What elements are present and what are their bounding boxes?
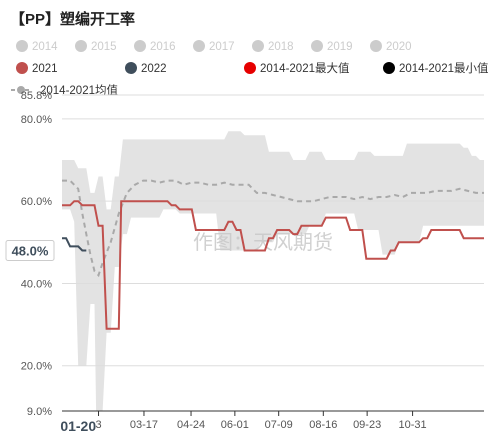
series-lines	[62, 179, 484, 330]
x-tick-label: 09-23	[353, 419, 381, 431]
y-tick-label: 60.0%	[21, 196, 52, 208]
x-tick-label: 08-16	[309, 419, 337, 431]
legend-label-2018[interactable]: 2018	[268, 41, 294, 53]
legend-marker-series_2022[interactable]	[125, 62, 137, 74]
x-tick-label: 06-01	[221, 419, 249, 431]
x-tick-label: 07-09	[265, 419, 293, 431]
y-axis: 85.8% 80.0% 60.0% 40.0% 20.0% 9.0% 48.0%	[5, 90, 55, 418]
legend-label-min[interactable]: 2014-2021最小值	[399, 62, 489, 75]
legend-marker-2014[interactable]	[16, 40, 28, 52]
legend-label-2017[interactable]: 2017	[209, 41, 235, 53]
x-tick-label: 03-17	[130, 419, 158, 431]
x-highlight-label: 01-20	[60, 418, 96, 434]
series-2022-line	[62, 237, 87, 252]
y-tick-label: 85.8%	[21, 90, 52, 102]
legend-label-2019[interactable]: 2019	[327, 41, 353, 53]
legend-label-2015[interactable]: 2015	[91, 41, 117, 53]
legend-marker-2019[interactable]	[311, 40, 323, 52]
y-tick-label: 9.0%	[27, 406, 52, 418]
y-tick-label: 80.0%	[21, 114, 52, 126]
x-tick-label: 10-31	[399, 419, 427, 431]
legend-label-2016[interactable]: 2016	[150, 41, 176, 53]
series-2021-line	[62, 200, 484, 330]
legend-marker-2015[interactable]	[75, 40, 87, 52]
band-area	[62, 131, 484, 411]
current-value-badge	[5, 240, 55, 262]
legend-marker-min[interactable]	[383, 62, 395, 74]
legend-marker-series_2021[interactable]	[16, 62, 28, 74]
min-max-band	[62, 131, 484, 411]
legend-marker-2018[interactable]	[252, 40, 264, 52]
legend-label-2020[interactable]: 2020	[386, 41, 412, 53]
legend: 2014 2015 2016 2017 2018 2019 2020 2021 2022 2014…	[11, 40, 489, 97]
y-tick-label: 40.0%	[21, 278, 52, 290]
legend-label-series_2022[interactable]: 2022	[141, 63, 167, 75]
x-tick-label: 04-24	[177, 419, 205, 431]
legend-label-max[interactable]: 2014-2021最大值	[260, 61, 350, 75]
legend-dot-avg[interactable]	[17, 86, 25, 94]
legend-label-series_2021[interactable]: 2021	[32, 63, 58, 75]
legend-marker-2017[interactable]	[193, 40, 205, 52]
x-tick-label: 3	[95, 419, 101, 431]
legend-marker-2020[interactable]	[370, 40, 382, 52]
chart-title: 【PP】塑编开工率	[10, 11, 136, 28]
current-value-label: 48.0%	[12, 244, 49, 259]
plot-area: 作图：天风期货 85.8% 80.0% 60.0% 40.0% 20.0% 9.0% 48.…	[5, 90, 484, 434]
watermark: 作图：天风期货	[193, 231, 333, 254]
legend-marker-2016[interactable]	[134, 40, 146, 52]
y-tick-label: 20.0%	[21, 361, 52, 373]
legend-marker-max[interactable]	[244, 62, 256, 74]
x-axis: 3 03-17 04-24 06-01 07-09 08-16 09-23 10-31 01-2…	[60, 410, 484, 434]
legend-label-avg[interactable]: 2014-2021均值	[40, 84, 118, 97]
legend-label-2014[interactable]: 2014	[32, 41, 58, 53]
